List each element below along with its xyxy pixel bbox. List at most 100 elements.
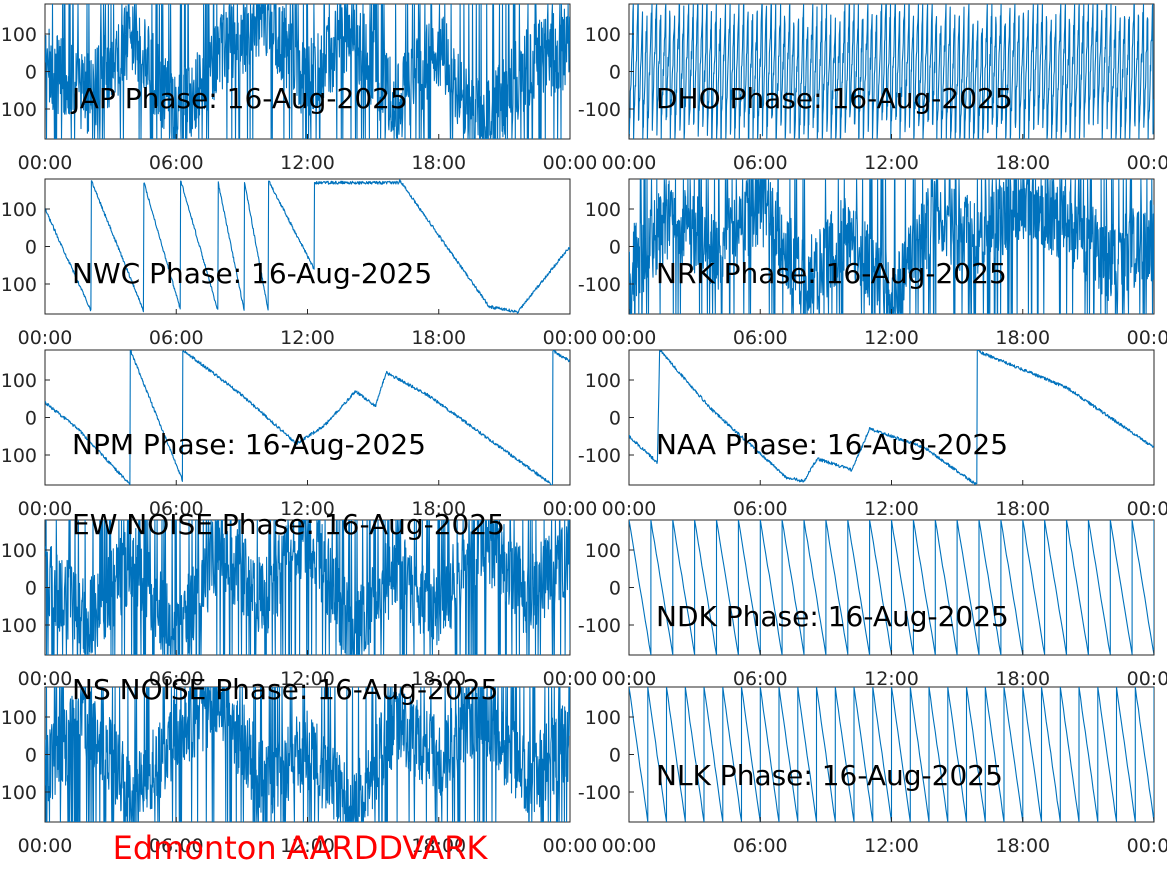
- x-tick-label: 12:00: [280, 152, 335, 174]
- x-tick-label: 00:00: [1127, 835, 1167, 857]
- y-tick-label: -100: [0, 99, 37, 121]
- axes-box: [628, 349, 1155, 486]
- y-tick-label: 100: [585, 370, 621, 392]
- y-tick-label: 100: [1, 540, 37, 562]
- x-tick-label: 06:00: [733, 835, 788, 857]
- x-tick-label: 06:00: [733, 327, 788, 349]
- y-tick-label: 100: [1, 370, 37, 392]
- y-tick-label: 0: [25, 745, 37, 767]
- phase-trace: [45, 520, 570, 655]
- y-tick-label: -100: [578, 782, 621, 804]
- panel-title: NRK Phase: 16-Aug-2025: [656, 257, 1007, 290]
- y-tick-label: -100: [578, 274, 621, 296]
- panel-title: JAP Phase: 16-Aug-2025: [70, 82, 408, 115]
- x-tick-label: 06:00: [149, 327, 204, 349]
- phase-trace: [629, 687, 1154, 822]
- phase-trace: [629, 520, 1154, 655]
- x-tick-label: 18:00: [411, 498, 466, 520]
- x-tick-label: 18:00: [995, 498, 1050, 520]
- y-tick-label: 100: [1, 199, 37, 221]
- x-tick-label: 18:00: [995, 152, 1050, 174]
- y-tick-label: 100: [1, 24, 37, 46]
- phase-panel: 100 0 -100 00:00 06:00 12:00 18:00 00:00 NLK Pha…: [578, 686, 1167, 857]
- y-tick-label: 100: [585, 707, 621, 729]
- x-tick-label: 00:00: [1127, 327, 1167, 349]
- y-tick-label: 0: [25, 408, 37, 430]
- x-tick-label: 06:00: [149, 668, 204, 690]
- x-tick-label: 12:00: [864, 152, 919, 174]
- phase-panel: 100 0 -100 00:00 06:00 12:00 18:00 00:00 NPM Pha…: [0, 349, 598, 520]
- panel-title: DHO Phase: 16-Aug-2025: [656, 82, 1013, 115]
- x-tick-label: 00:00: [602, 668, 657, 690]
- x-tick-label: 00:00: [543, 152, 598, 174]
- panel-title: EW NOISE Phase: 16-Aug-2025: [72, 508, 505, 541]
- y-tick-label: 0: [609, 408, 621, 430]
- x-tick-label: 06:00: [149, 835, 204, 857]
- phase-trace: [629, 179, 1154, 314]
- y-tick-label: -100: [578, 615, 621, 637]
- x-tick-label: 00:00: [543, 327, 598, 349]
- panel-title: NWC Phase: 16-Aug-2025: [72, 257, 432, 290]
- panel-title: NLK Phase: 16-Aug-2025: [656, 759, 1003, 792]
- x-tick-label: 18:00: [411, 327, 466, 349]
- phase-panel: 100 0 -100 00:00 06:00 12:00 18:00 00:00 NS NOIS…: [0, 673, 597, 857]
- x-tick-label: 00:00: [18, 327, 73, 349]
- x-tick-label: 18:00: [995, 327, 1050, 349]
- y-tick-label: 100: [585, 540, 621, 562]
- phase-panel: 100 0 -100 00:00 06:00 12:00 18:00 00:00 JAP Pha…: [0, 3, 598, 174]
- y-tick-label: -100: [578, 445, 621, 467]
- phase-trace: [45, 350, 570, 485]
- y-tick-label: 0: [609, 62, 621, 84]
- x-tick-label: 00:00: [1127, 498, 1167, 520]
- x-tick-label: 12:00: [280, 835, 335, 857]
- x-tick-label: 18:00: [411, 668, 466, 690]
- x-tick-label: 00:00: [543, 835, 598, 857]
- y-tick-label: 0: [609, 237, 621, 259]
- phase-panel: 100 0 -100 00:00 06:00 12:00 18:00 00:00 EW NOIS…: [0, 508, 597, 690]
- y-tick-label: -100: [0, 445, 37, 467]
- x-tick-label: 18:00: [995, 668, 1050, 690]
- x-tick-label: 00:00: [602, 152, 657, 174]
- phase-panel: 100 0 -100 00:00 06:00 12:00 18:00 00:00 NAA Pha…: [578, 349, 1167, 520]
- x-tick-label: 00:00: [543, 498, 598, 520]
- x-tick-label: 06:00: [733, 498, 788, 520]
- x-tick-label: 18:00: [411, 835, 466, 857]
- phase-trace: [45, 179, 570, 314]
- x-tick-label: 12:00: [864, 498, 919, 520]
- x-tick-label: 06:00: [733, 668, 788, 690]
- panel-title: NDK Phase: 16-Aug-2025: [656, 600, 1009, 633]
- panel-title: NAA Phase: 16-Aug-2025: [656, 428, 1008, 461]
- x-tick-label: 12:00: [864, 835, 919, 857]
- x-tick-label: 12:00: [280, 327, 335, 349]
- y-tick-label: 0: [609, 578, 621, 600]
- station-label: Edmonton AARDDVARK: [113, 829, 489, 867]
- y-tick-label: 0: [609, 745, 621, 767]
- panel-title: NS NOISE Phase: 16-Aug-2025: [72, 673, 498, 706]
- x-tick-label: 00:00: [602, 327, 657, 349]
- y-tick-label: -100: [578, 99, 621, 121]
- panel-title: NPM Phase: 16-Aug-2025: [72, 428, 426, 461]
- x-tick-label: 00:00: [1127, 152, 1167, 174]
- y-tick-label: 0: [25, 578, 37, 600]
- phase-panel: 100 0 -100 00:00 06:00 12:00 18:00 00:00 NWC Pha…: [0, 178, 598, 349]
- x-tick-label: 00:00: [18, 152, 73, 174]
- x-tick-label: 18:00: [995, 835, 1050, 857]
- y-tick-label: 0: [25, 62, 37, 84]
- phase-panel: 100 0 -100 00:00 06:00 12:00 18:00 00:00 NDK Pha…: [578, 519, 1167, 690]
- x-tick-label: 18:00: [411, 152, 466, 174]
- axes-box: [44, 349, 571, 486]
- x-tick-label: 00:00: [1127, 668, 1167, 690]
- x-tick-label: 00:00: [18, 498, 73, 520]
- y-tick-label: -100: [0, 782, 37, 804]
- x-tick-label: 06:00: [149, 498, 204, 520]
- y-tick-label: 100: [585, 199, 621, 221]
- x-tick-label: 00:00: [543, 668, 598, 690]
- x-tick-label: 06:00: [149, 152, 204, 174]
- axes-box: [44, 178, 571, 315]
- x-tick-label: 12:00: [864, 327, 919, 349]
- y-tick-label: 100: [1, 707, 37, 729]
- x-tick-label: 12:00: [280, 498, 335, 520]
- x-tick-label: 00:00: [602, 498, 657, 520]
- x-tick-label: 12:00: [280, 668, 335, 690]
